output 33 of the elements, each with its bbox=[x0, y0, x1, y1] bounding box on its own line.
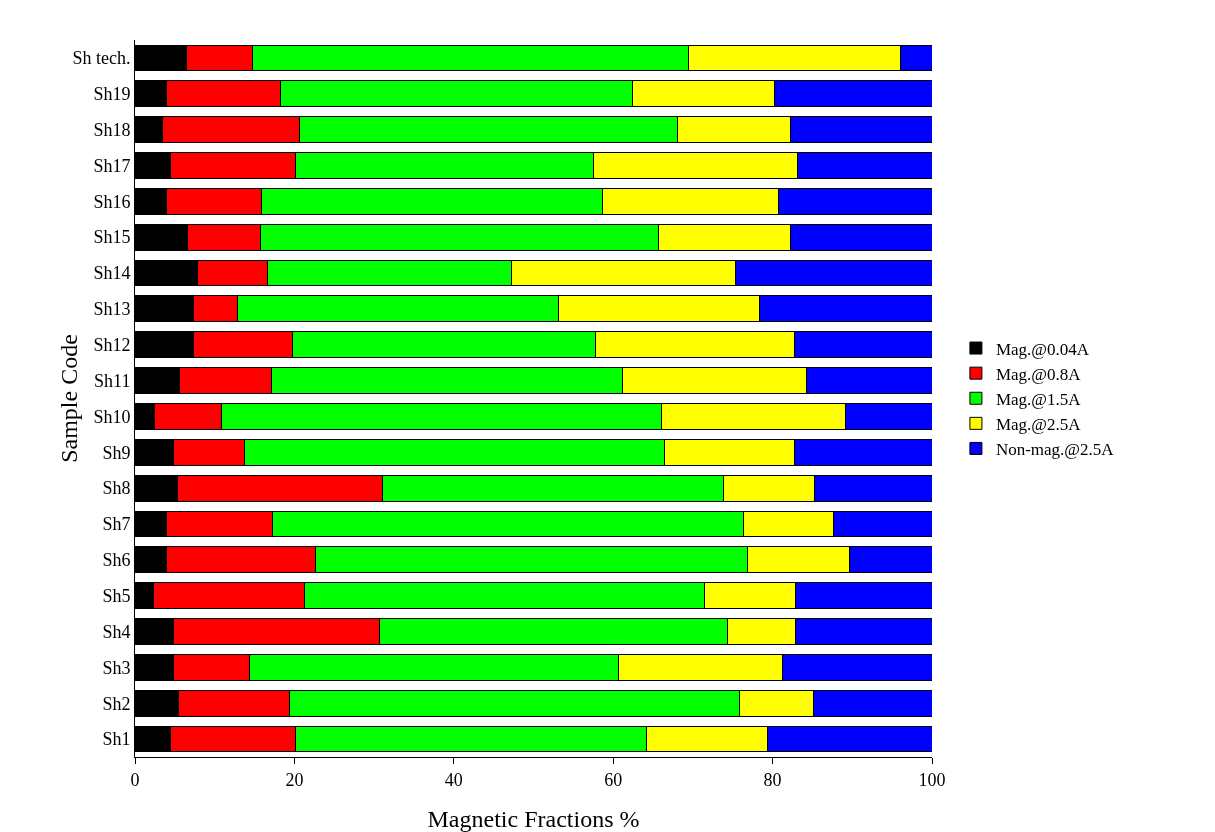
y-tick-label: Sh3 bbox=[102, 657, 131, 678]
legend-label: Mag.@0.8A bbox=[995, 364, 1082, 384]
y-tick-label: Sh5 bbox=[102, 585, 131, 606]
y-tick-label: Sh10 bbox=[93, 406, 131, 427]
x-tick-label: 100 bbox=[918, 769, 946, 790]
y-tick-label: Sh6 bbox=[102, 550, 131, 571]
y-tick-label: Sh16 bbox=[93, 191, 131, 212]
y-tick-label: Sh11 bbox=[94, 370, 131, 391]
y-tick-label: Sh7 bbox=[102, 514, 131, 535]
x-tick-label: 80 bbox=[763, 769, 782, 790]
y-axis-title: Sample Code bbox=[56, 334, 82, 463]
x-tick-label: 0 bbox=[130, 769, 140, 790]
y-tick-label: Sh9 bbox=[102, 442, 131, 463]
y-tick-label: Sh13 bbox=[93, 299, 131, 320]
x-tick-label: 20 bbox=[285, 769, 304, 790]
legend-label: Mag.@1.5A bbox=[995, 389, 1082, 409]
y-tick-label: Sh14 bbox=[93, 263, 131, 284]
legend-label: Non-mag.@2.5A bbox=[995, 440, 1115, 460]
y-tick-label: Sh1 bbox=[102, 729, 131, 750]
x-axis-title: Magnetic Fractions % bbox=[427, 806, 640, 832]
y-tick-label: Sh2 bbox=[102, 693, 131, 714]
y-tick-label: Sh17 bbox=[93, 155, 131, 176]
legend-label: Mag.@0.04A bbox=[995, 339, 1090, 359]
y-tick-label: Sh15 bbox=[93, 227, 131, 248]
legend-label: Mag.@2.5A bbox=[995, 414, 1082, 434]
y-tick-label: Sh19 bbox=[93, 84, 131, 105]
y-tick-label: Sh18 bbox=[93, 119, 131, 140]
y-tick-label: Sh4 bbox=[102, 621, 131, 642]
y-tick-label: Sh12 bbox=[93, 335, 131, 356]
y-tick-label: Sh8 bbox=[102, 478, 131, 499]
x-tick-label: 40 bbox=[444, 769, 463, 790]
x-tick-label: 60 bbox=[604, 769, 623, 790]
y-tick-label: Sh tech. bbox=[72, 48, 131, 69]
